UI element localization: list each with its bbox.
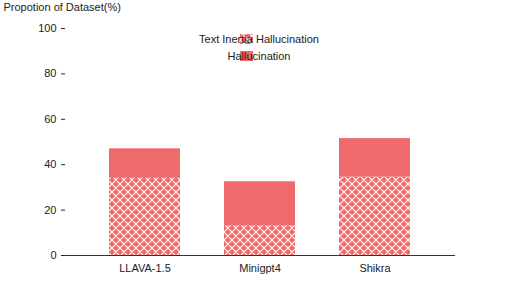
svg-text:Shikra: Shikra [359,262,391,274]
svg-text:Propotion of Dataset(%): Propotion of Dataset(%) [4,1,121,13]
svg-text:Hallucination: Hallucination [228,50,291,62]
svg-text:60: 60 [44,113,56,125]
svg-text:0: 0 [50,249,56,261]
svg-text:Text Inertia Hallucination: Text Inertia Hallucination [199,33,319,45]
svg-text:20: 20 [44,204,56,216]
svg-text:LLAVA-1.5: LLAVA-1.5 [119,262,171,274]
svg-text:40: 40 [44,158,56,170]
svg-text:Minigpt4: Minigpt4 [239,262,281,274]
svg-text:80: 80 [44,67,56,79]
svg-text:100: 100 [38,22,56,34]
